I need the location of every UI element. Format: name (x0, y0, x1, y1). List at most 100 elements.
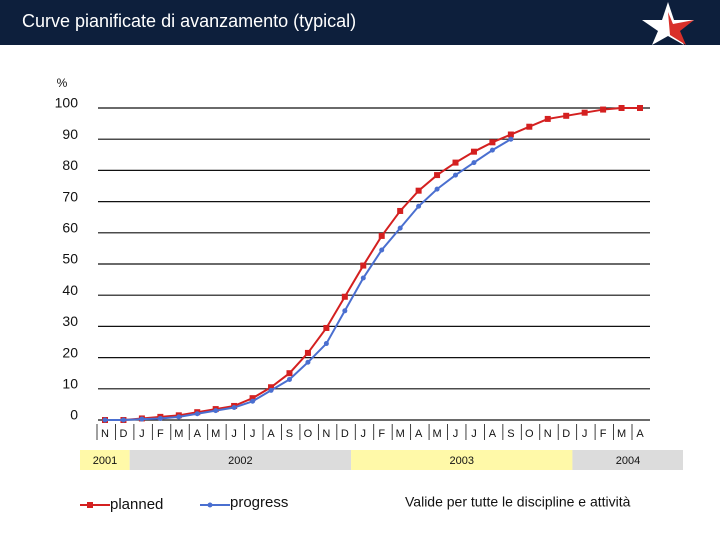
point (470, 148, 477, 155)
point (323, 324, 330, 331)
point (434, 172, 441, 179)
year-band (129, 450, 352, 470)
point (618, 105, 625, 111)
x-tick-label: J (361, 428, 367, 440)
y-tick-label: 100 (55, 95, 79, 111)
point (507, 131, 514, 138)
year-band (80, 450, 130, 470)
point (581, 109, 588, 116)
point (526, 123, 533, 130)
point (415, 187, 422, 194)
point (637, 105, 643, 111)
point (176, 414, 182, 420)
x-tick-label: M (396, 428, 405, 440)
point (471, 160, 477, 166)
year-band (351, 450, 573, 470)
x-tick-label: D (119, 428, 127, 440)
point (397, 225, 403, 231)
point (249, 395, 256, 402)
x-tick-label: J (139, 428, 145, 440)
x-tick-label: M (174, 428, 183, 440)
series-line (105, 107, 640, 421)
x-tick-label: A (267, 428, 275, 440)
x-tick-label: S (286, 428, 293, 440)
x-tick-label: J (471, 428, 477, 440)
point (434, 186, 440, 192)
y-tick-label: 20 (62, 344, 78, 360)
point (213, 408, 219, 414)
x-tick-label: S (507, 428, 514, 440)
x-tick-label: A (415, 428, 423, 440)
point (139, 416, 145, 422)
x-tick-label: F (600, 428, 607, 440)
x-tick-label: A (489, 428, 497, 440)
point (600, 106, 607, 113)
x-tick-label: D (341, 428, 349, 440)
point (194, 411, 200, 417)
x-tick-label: M (211, 428, 220, 440)
y-axis-label: % (57, 76, 68, 90)
y-tick-label: 40 (62, 282, 78, 298)
point (397, 207, 404, 214)
point (286, 370, 293, 377)
point (489, 139, 496, 146)
point (323, 341, 329, 347)
point (416, 203, 422, 209)
point (268, 387, 274, 393)
y-tick-label: 0 (70, 407, 78, 423)
year-band (572, 450, 683, 470)
point (379, 247, 385, 253)
x-tick-label: A (194, 428, 202, 440)
logo (642, 2, 694, 45)
point (286, 376, 292, 382)
y-tick-label: 30 (62, 313, 78, 329)
y-tick-label: 90 (62, 126, 78, 142)
point (102, 417, 108, 423)
series-line (105, 138, 512, 421)
y-tick-label: 10 (62, 376, 78, 392)
point (341, 293, 348, 300)
x-tick-label: J (231, 428, 237, 440)
point (453, 172, 459, 178)
x-tick-label: A (636, 428, 644, 440)
x-tick-label: M (432, 428, 441, 440)
point (563, 112, 570, 119)
point (544, 115, 551, 122)
x-tick-label: D (562, 428, 570, 440)
year-label: 2003 (449, 455, 473, 467)
note: Valide per tutte le discipline e attivit… (405, 494, 631, 510)
point (157, 415, 163, 421)
point (378, 232, 385, 239)
legend-label: progress (230, 494, 288, 511)
point (268, 384, 275, 391)
x-tick-label: N (101, 428, 109, 440)
x-tick-label: O (304, 428, 313, 440)
legend-marker (87, 502, 93, 508)
title-bar (0, 0, 720, 45)
x-tick-label: J (453, 428, 459, 440)
legend-label: planned (110, 496, 163, 513)
year-label: 2004 (616, 455, 640, 467)
point (231, 405, 237, 411)
point (120, 417, 126, 423)
y-tick-label: 60 (62, 220, 78, 236)
y-tick-label: 50 (62, 251, 78, 267)
year-label: 2002 (228, 455, 252, 467)
point (489, 147, 495, 153)
point (360, 262, 367, 269)
legend-marker (207, 502, 213, 508)
point (304, 349, 311, 356)
point (342, 308, 348, 314)
x-tick-label: J (582, 428, 588, 440)
point (305, 359, 311, 365)
x-tick-label: F (378, 428, 385, 440)
x-tick-label: F (157, 428, 164, 440)
x-tick-label: N (322, 428, 330, 440)
point (452, 159, 459, 166)
x-tick-label: O (525, 428, 534, 440)
x-tick-label: J (250, 428, 256, 440)
y-tick-label: 70 (62, 188, 78, 204)
x-tick-label: M (617, 428, 626, 440)
y-tick-label: 80 (62, 157, 78, 173)
